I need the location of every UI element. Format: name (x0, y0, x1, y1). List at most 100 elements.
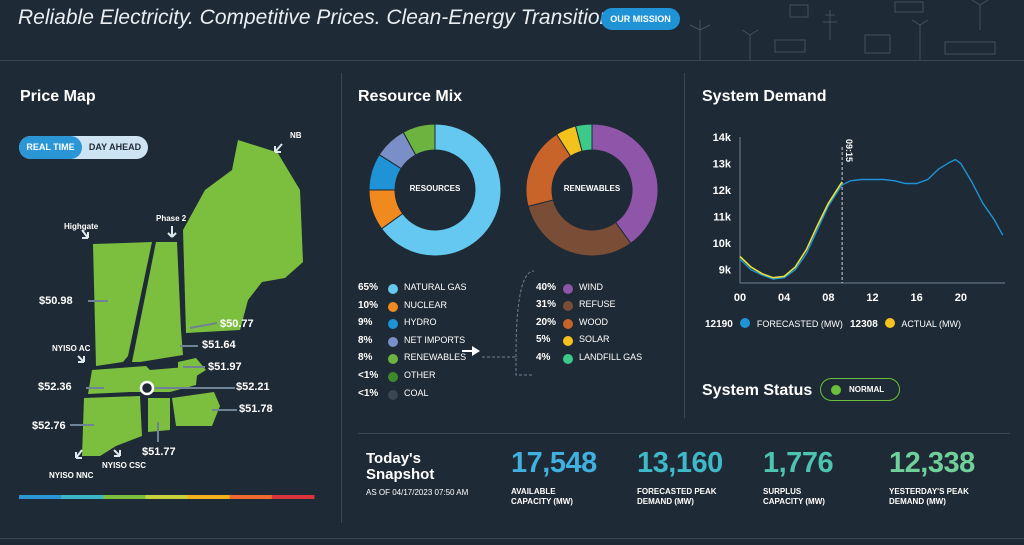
column-divider-1 (341, 73, 342, 523)
series-line-actual[interactable] (739, 181, 843, 279)
zone-new-hampshire[interactable] (132, 242, 183, 362)
stat-surplus-capacity-value: 1,776 (763, 447, 834, 479)
tagline: Reliable Electricity. Competitive Prices… (18, 6, 618, 29)
resource-mix-title: Resource Mix (358, 88, 463, 105)
price-hub: $52.21 (236, 381, 270, 393)
legend-dot (388, 301, 398, 312)
snapshot-title-line1: Today's (366, 450, 421, 467)
real-time-tab[interactable]: REAL TIME (19, 136, 82, 159)
legend-dot (563, 318, 573, 329)
y-tick-label: 12k (713, 185, 732, 197)
stat-available-capacity-value: 17,548 (511, 447, 597, 479)
snapshot-title: Today's Snapshot (366, 451, 434, 483)
forecasted-value: 12190 (705, 319, 733, 330)
legend-label: LANDFILL GAS (579, 351, 643, 362)
nyiso-nnc-arrow-icon (75, 449, 83, 459)
legend-pct: <1% (358, 370, 379, 381)
legend-dot (563, 284, 573, 294)
system-status-badge[interactable]: NORMAL (820, 378, 900, 401)
stat-yesterday-peak-label: YESTERDAY'S PEAK DEMAND (MW) (889, 487, 969, 506)
y-tick-label: 9k (719, 265, 732, 277)
series-line-forecasted[interactable] (739, 158, 1004, 280)
forecasted-legend: 12190 FORECASTED (MW) (705, 318, 843, 330)
day-ahead-tab[interactable]: DAY AHEAD (88, 142, 142, 152)
legend-label: OTHER (404, 370, 436, 380)
price-vermont: $50.98 (39, 295, 73, 307)
phase2-arrow-icon (167, 226, 177, 238)
legend-label: NUCLEAR (404, 299, 448, 310)
zone-nema[interactable] (178, 358, 206, 382)
price-new-hampshire: $51.64 (202, 339, 236, 351)
legend-pct: 9% (358, 317, 373, 329)
snapshot-title-line2: Snapshot (366, 466, 435, 483)
price-connecticut: $52.76 (32, 420, 66, 432)
zone-connecticut[interactable] (82, 396, 142, 456)
renewables-donut-label: RENEWABLES (563, 184, 621, 193)
legend-pct: 65% (358, 282, 379, 293)
status-dot-icon (831, 385, 841, 395)
legend-label: WIND (579, 282, 603, 292)
legend-dot (563, 353, 573, 364)
interface-label-nb: NB (290, 131, 302, 140)
gauge-segment (229, 495, 273, 499)
stat-forecasted-peak-label: FORECASTED PEAK DEMAND (MW) (637, 487, 717, 506)
stat-available-capacity-label: AVAILABLE CAPACITY (MW) (511, 487, 573, 506)
stat-surplus-capacity-label: SURPLUS CAPACITY (MW) (763, 487, 825, 506)
legend-label: WOOD (579, 316, 608, 327)
x-tick-label: 04 (778, 292, 791, 304)
donut-slice-landfill-gas[interactable] (574, 123, 593, 152)
price-maine: $50.77 (220, 318, 254, 330)
legend-pct: <1% (358, 387, 379, 399)
system-demand-chart[interactable]: 9k 10k 11k 12k 13k 14k 00 04 08 12 16 20 09:15 (700, 125, 1015, 305)
price-map-title: Price Map (20, 88, 96, 105)
renewables-breakout-connector (462, 270, 535, 376)
price-nema: $51.97 (208, 361, 242, 373)
legend-dot (388, 372, 398, 382)
legend-label: NATURAL GAS (404, 282, 467, 292)
legend-label: REFUSE (579, 299, 616, 310)
gauge-segment (271, 495, 315, 499)
x-tick-label: 16 (911, 292, 923, 304)
legend-pct: 31% (536, 299, 557, 311)
gauge-segment (19, 495, 62, 499)
donut-slice-renewables[interactable] (402, 123, 436, 156)
our-mission-button[interactable]: OUR MISSION (601, 8, 680, 30)
legend-dot (563, 301, 573, 312)
legend-dot (388, 336, 398, 347)
column-divider-2 (684, 73, 685, 418)
price-mode-toggle: REAL TIME DAY AHEAD (19, 136, 148, 159)
donut-slice-wind[interactable] (591, 123, 659, 245)
y-tick-label: 13k (713, 159, 732, 171)
y-tick-label: 11k (713, 212, 732, 224)
stat-forecasted-peak-value: 13,160 (637, 447, 723, 479)
system-status-title: System Status (702, 382, 813, 399)
zone-sema[interactable] (172, 392, 220, 426)
legend-pct: 8% (358, 352, 373, 364)
legend-dot (388, 284, 398, 294)
legend-label: NET IMPORTS (404, 334, 466, 345)
forecasted-dot (740, 318, 751, 328)
stat-yesterday-peak-value: 12,338 (889, 447, 975, 479)
zone-vermont[interactable] (93, 242, 152, 366)
legend-dot (388, 319, 398, 330)
price-sema: $51.78 (239, 403, 273, 415)
legend-dot (563, 336, 573, 347)
zone-maine[interactable] (183, 140, 303, 333)
gauge-segment (61, 495, 104, 499)
forecasted-label: FORECASTED (MW) (756, 319, 843, 329)
interface-label-nyiso-nnc: NYISO NNC (49, 471, 94, 480)
donut-slice-natural-gas[interactable] (380, 123, 502, 257)
hub-marker-icon[interactable] (139, 380, 155, 396)
current-time-label: 09:15 (844, 139, 854, 162)
gauge-segment (187, 495, 231, 499)
legend-pct: 20% (536, 316, 557, 328)
resources-donut-label: RESOURCES (409, 184, 461, 193)
legend-label: RENEWABLES (404, 352, 467, 363)
price-connectors (70, 300, 237, 442)
zone-rhode-island[interactable] (148, 398, 170, 432)
legend-dot (388, 389, 398, 400)
resources-donut-chart[interactable] (365, 120, 505, 260)
donut-slice-refuse[interactable] (527, 199, 632, 257)
renewables-donut-chart[interactable] (522, 120, 662, 260)
legend-pct: 10% (358, 299, 379, 311)
